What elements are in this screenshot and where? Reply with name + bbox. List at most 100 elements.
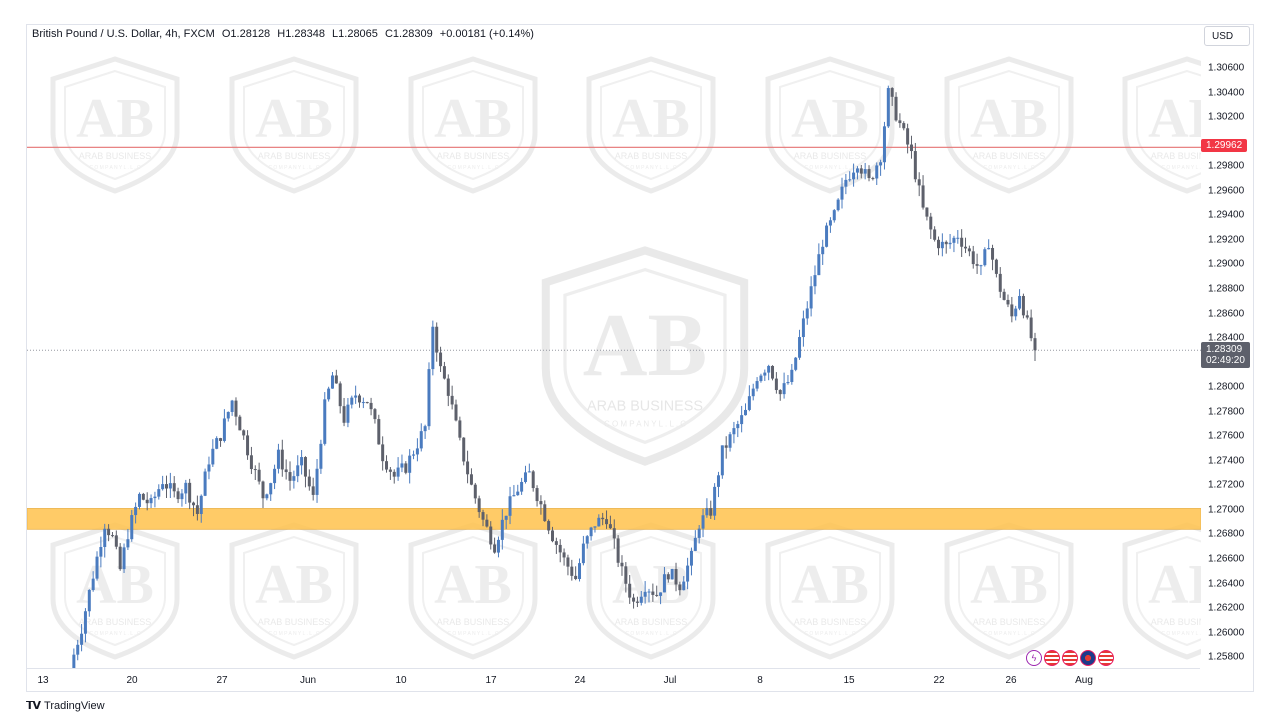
gb-flag-icon[interactable]	[1080, 650, 1096, 666]
candle	[855, 166, 859, 180]
candle	[315, 459, 319, 503]
candle	[828, 217, 832, 233]
candle	[798, 329, 802, 360]
watermark-sub: C O M P A N Y L . L . C	[1161, 165, 1201, 171]
candle	[790, 363, 794, 385]
candle	[165, 475, 168, 498]
candle	[794, 356, 798, 372]
time-tick-label: Aug	[1075, 675, 1093, 686]
candle	[188, 478, 192, 510]
watermark-brand: ARAB BUSINESS	[973, 617, 1046, 627]
candle	[960, 229, 964, 257]
candle	[589, 526, 593, 541]
watermark-sub: C O M P A N Y L . L . C	[625, 165, 677, 171]
candle	[956, 229, 960, 244]
resistance-price-tag: 1.29962	[1201, 139, 1248, 152]
price-tick-label: 1.25800	[1208, 651, 1245, 663]
candle	[991, 244, 995, 271]
candle	[222, 409, 226, 443]
us-flag-icon[interactable]	[1062, 650, 1078, 666]
candle	[1006, 294, 1010, 308]
time-tick-label: 13	[37, 675, 49, 686]
price-tick-label: 1.29800	[1208, 160, 1245, 172]
candle	[983, 247, 987, 267]
candle	[551, 526, 554, 543]
lightning-icon[interactable]: ϟ	[1026, 650, 1042, 666]
candle	[207, 456, 211, 480]
candle	[566, 554, 570, 576]
candle	[311, 477, 315, 501]
candle	[925, 207, 929, 221]
us-flag-icon[interactable]	[1044, 650, 1060, 666]
candle	[396, 457, 400, 481]
time-tick-label: 26	[1005, 675, 1017, 686]
candle	[825, 222, 829, 248]
candle	[940, 233, 944, 257]
economic-events[interactable]: ϟ	[1026, 650, 1114, 668]
time-tick-label: Jul	[663, 675, 677, 686]
candle	[859, 164, 863, 179]
price-axis[interactable]: 1.30600 1.30400 1.30200 1.29800 1.29600 1.294…	[1200, 24, 1254, 668]
watermark-sub: C O M P A N Y L . L . C	[604, 419, 686, 428]
chart-pane[interactable]: AB ARAB BUSINESS C O M P A N Y L . L . C AB…	[26, 24, 1254, 692]
candle	[358, 393, 361, 408]
tradingview-logo[interactable]: 𝗧𝗩 TradingView	[26, 699, 105, 713]
us-flag-icon[interactable]	[1098, 650, 1114, 666]
candle	[431, 320, 435, 376]
candle	[886, 85, 890, 128]
high-value: H1.28348	[277, 28, 325, 40]
watermark-sub: C O M P A N Y L . L . C	[1161, 631, 1201, 637]
candle	[786, 375, 790, 385]
candle	[199, 494, 203, 523]
watermark-sub: C O M P A N Y L . L . C	[804, 631, 856, 637]
candle	[801, 310, 805, 347]
candle	[388, 466, 392, 480]
symbol-title: British Pound / U.S. Dollar, 4h, FXCM	[32, 28, 215, 40]
price-tick-label: 1.29600	[1208, 185, 1245, 197]
candle	[296, 455, 300, 483]
candle	[531, 470, 535, 492]
candle	[917, 172, 921, 197]
candle	[99, 536, 103, 568]
time-tick-label: 15	[843, 675, 855, 686]
candle	[616, 535, 620, 568]
open-value: O1.28128	[221, 28, 271, 40]
candle	[496, 536, 500, 558]
candle	[91, 571, 95, 592]
watermark-brand: ARAB BUSINESS	[973, 151, 1046, 161]
watermark-letters: AB	[76, 88, 154, 150]
candle	[929, 212, 933, 239]
candle	[161, 475, 165, 491]
candle	[570, 559, 574, 581]
time-axis[interactable]: 13 20 27 Jun 10 17 24 Jul 8 15 22 26 Aug	[26, 668, 1200, 693]
candle	[1002, 288, 1006, 301]
currency-button[interactable]: USD	[1204, 26, 1250, 46]
candle	[805, 301, 809, 325]
tradingview-icon: 𝗧𝗩	[26, 700, 41, 712]
candle	[303, 456, 307, 488]
candle	[987, 239, 991, 250]
watermark-sub: C O M P A N Y L . L . C	[268, 631, 320, 637]
candle	[840, 177, 844, 209]
candle	[489, 521, 493, 550]
candle	[1018, 289, 1022, 311]
candle	[716, 471, 720, 498]
candle	[319, 439, 323, 474]
candle	[114, 530, 118, 550]
bar-countdown: 02:49:20	[1206, 355, 1245, 366]
candle	[593, 526, 597, 533]
price-tick-label: 1.28600	[1208, 308, 1245, 319]
candle	[280, 439, 284, 477]
watermark-sub: C O M P A N Y L . L . C	[447, 631, 499, 637]
time-tick-label: 24	[574, 675, 586, 686]
candle	[435, 322, 439, 362]
watermark-brand: ARAB BUSINESS	[258, 617, 331, 627]
price-tick-label: 1.27000	[1208, 504, 1245, 516]
